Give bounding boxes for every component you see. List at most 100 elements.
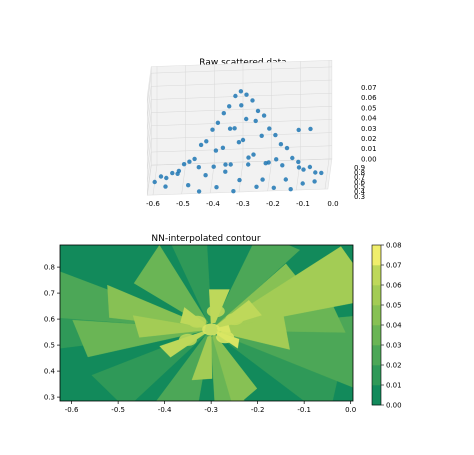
contour-peak	[202, 323, 221, 336]
z-tick-label: 0.04	[361, 115, 377, 123]
scatter-point	[211, 164, 216, 169]
grid-line-z	[147, 158, 332, 196]
x-tick-label: -0.6	[146, 200, 160, 208]
z-tick-label: 0.07	[361, 84, 377, 92]
scatter-point	[236, 140, 242, 145]
tick-labels: -0.6 -0.5 -0.4 -0.3 -0.2 -0.1 0.0 0.07 0.06 0.05 0…	[146, 84, 377, 208]
y-tick-label: 0.5	[44, 342, 55, 350]
contour-region	[191, 335, 213, 381]
scatter-point	[187, 159, 192, 164]
scatter-point	[319, 170, 324, 176]
chart-contour: NN-interpolated contour -0.6 -0.5 -0.4 -0.3…	[44, 234, 402, 414]
scatter-point	[255, 108, 261, 114]
scatter-point	[254, 184, 259, 189]
scatter-point	[164, 175, 169, 181]
scatter-point	[203, 173, 208, 178]
scatter-point	[196, 165, 201, 170]
contour-region	[156, 335, 211, 401]
x-tick-label: -0.2	[251, 406, 265, 414]
chart-3d-scatter: Raw scattered data -0.6 -0.5 -0.4 -0.3 -0.2-…	[146, 58, 377, 208]
scatter-point	[198, 142, 204, 148]
scatter-point	[246, 155, 251, 160]
scatter-point	[296, 159, 301, 165]
contour-peak	[188, 315, 207, 328]
x-tick-label: -0.3	[236, 200, 250, 208]
scatter-point	[227, 104, 232, 109]
scatter-point	[228, 162, 233, 167]
contour-peak	[225, 313, 244, 326]
colorbar-tick-label: 0.03	[386, 342, 402, 350]
scatter-point	[251, 152, 256, 157]
y-tick-label: 0.6	[354, 178, 366, 186]
y-tick-label: 0.7	[354, 174, 365, 182]
y-tick-label: 0.5	[354, 183, 365, 191]
scatter-point	[163, 184, 168, 189]
scatter-point	[240, 137, 246, 143]
z-tick-label: 0.06	[361, 94, 377, 102]
contour-peak	[216, 331, 235, 344]
scatter-point	[238, 89, 244, 94]
scatter-point	[158, 174, 164, 179]
scatter-point	[273, 132, 278, 138]
z-tick-label: 0.03	[361, 125, 377, 133]
scatter-point	[267, 126, 272, 131]
scatter-point	[278, 142, 284, 147]
scatter-point	[223, 169, 228, 174]
scatter-point	[220, 145, 226, 150]
colorbar-segment	[372, 265, 381, 286]
contour-region	[171, 245, 212, 325]
scatter-point	[288, 187, 293, 192]
scatter-point	[244, 116, 249, 122]
colorbar-segment	[372, 385, 381, 406]
colorbar-tick-label: 0.08	[386, 242, 402, 250]
y-tick-label: 0.3	[44, 394, 55, 402]
scatter-point	[214, 185, 219, 190]
scatter-point	[232, 126, 237, 131]
x-tick-label: -0.3	[204, 406, 218, 414]
contour-peak	[178, 333, 197, 346]
colorbar-tick-label: 0.00	[386, 402, 402, 410]
contour-region	[213, 245, 301, 325]
z-tick-label: 0.00	[361, 155, 377, 163]
y-tick-label: 0.6	[44, 316, 56, 324]
scatter-point	[290, 155, 295, 161]
pane-walls	[146, 60, 333, 196]
y-tick-label: 0.8	[354, 169, 365, 177]
chart-title: Raw scattered data	[199, 58, 286, 68]
scatter-point	[152, 179, 157, 185]
scatter-point	[250, 98, 255, 103]
colorbar-tick-label: 0.02	[386, 362, 402, 370]
colorbar-segment	[372, 245, 381, 266]
y-tick-label: 0.3	[354, 193, 365, 201]
scatter-point	[308, 126, 313, 132]
scatter-point	[296, 165, 302, 170]
colorbar-segment	[372, 345, 381, 366]
scatter-point	[204, 139, 209, 144]
scatter-point	[244, 92, 249, 97]
colorbar-tick-label: 0.06	[386, 282, 402, 290]
scatter-point	[259, 133, 264, 138]
x-tick-label: -0.4	[158, 406, 172, 414]
colorbar-segment	[372, 325, 381, 346]
scatter-point	[215, 120, 221, 126]
scatter-point	[263, 161, 268, 166]
scatter-point	[280, 163, 285, 168]
x-tick-label: -0.5	[176, 200, 190, 208]
x-tick-label: -0.1	[297, 406, 311, 414]
colorbar-segment	[372, 305, 381, 326]
scatter-points	[152, 89, 324, 194]
scatter-point	[231, 189, 236, 194]
scatter-point	[176, 168, 182, 174]
scatter-point	[186, 183, 191, 188]
scatter-point	[170, 170, 175, 176]
colorbar-tick-label: 0.05	[386, 302, 402, 310]
scatter-point	[196, 189, 202, 194]
z-tick-label: 0.02	[361, 135, 377, 143]
grid-line-z	[147, 92, 332, 130]
grid-line-z	[147, 79, 332, 117]
contour-region	[212, 333, 258, 401]
colorbar-tick-label: 0.01	[386, 382, 402, 390]
z-tick-label: 0.01	[361, 145, 377, 153]
y-tick-label: 0.9	[354, 164, 365, 172]
scatter-point	[239, 103, 244, 108]
